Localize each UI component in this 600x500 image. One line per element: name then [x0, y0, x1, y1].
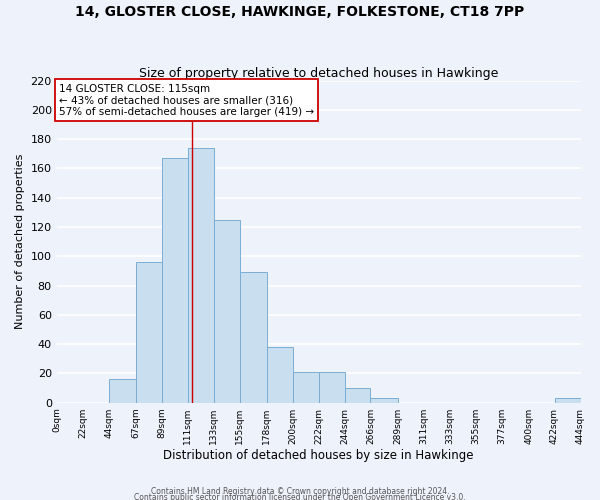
Bar: [239, 272, 266, 402]
Bar: [109, 380, 136, 402]
Text: 14, GLOSTER CLOSE, HAWKINGE, FOLKESTONE, CT18 7PP: 14, GLOSTER CLOSE, HAWKINGE, FOLKESTONE,…: [76, 5, 524, 19]
Text: Contains public sector information licensed under the Open Government Licence v3: Contains public sector information licen…: [134, 492, 466, 500]
Bar: [344, 388, 370, 402]
Bar: [554, 398, 581, 402]
Bar: [293, 372, 319, 402]
Bar: [319, 372, 344, 402]
Text: Contains HM Land Registry data © Crown copyright and database right 2024.: Contains HM Land Registry data © Crown c…: [151, 486, 449, 496]
Bar: [136, 262, 161, 402]
Text: 14 GLOSTER CLOSE: 115sqm
← 43% of detached houses are smaller (316)
57% of semi-: 14 GLOSTER CLOSE: 115sqm ← 43% of detach…: [59, 84, 314, 117]
Bar: [370, 398, 398, 402]
Bar: [214, 220, 239, 402]
Bar: [266, 347, 293, 403]
Bar: [188, 148, 214, 403]
Bar: [161, 158, 188, 402]
Title: Size of property relative to detached houses in Hawkinge: Size of property relative to detached ho…: [139, 66, 498, 80]
Y-axis label: Number of detached properties: Number of detached properties: [15, 154, 25, 330]
X-axis label: Distribution of detached houses by size in Hawkinge: Distribution of detached houses by size …: [163, 450, 474, 462]
